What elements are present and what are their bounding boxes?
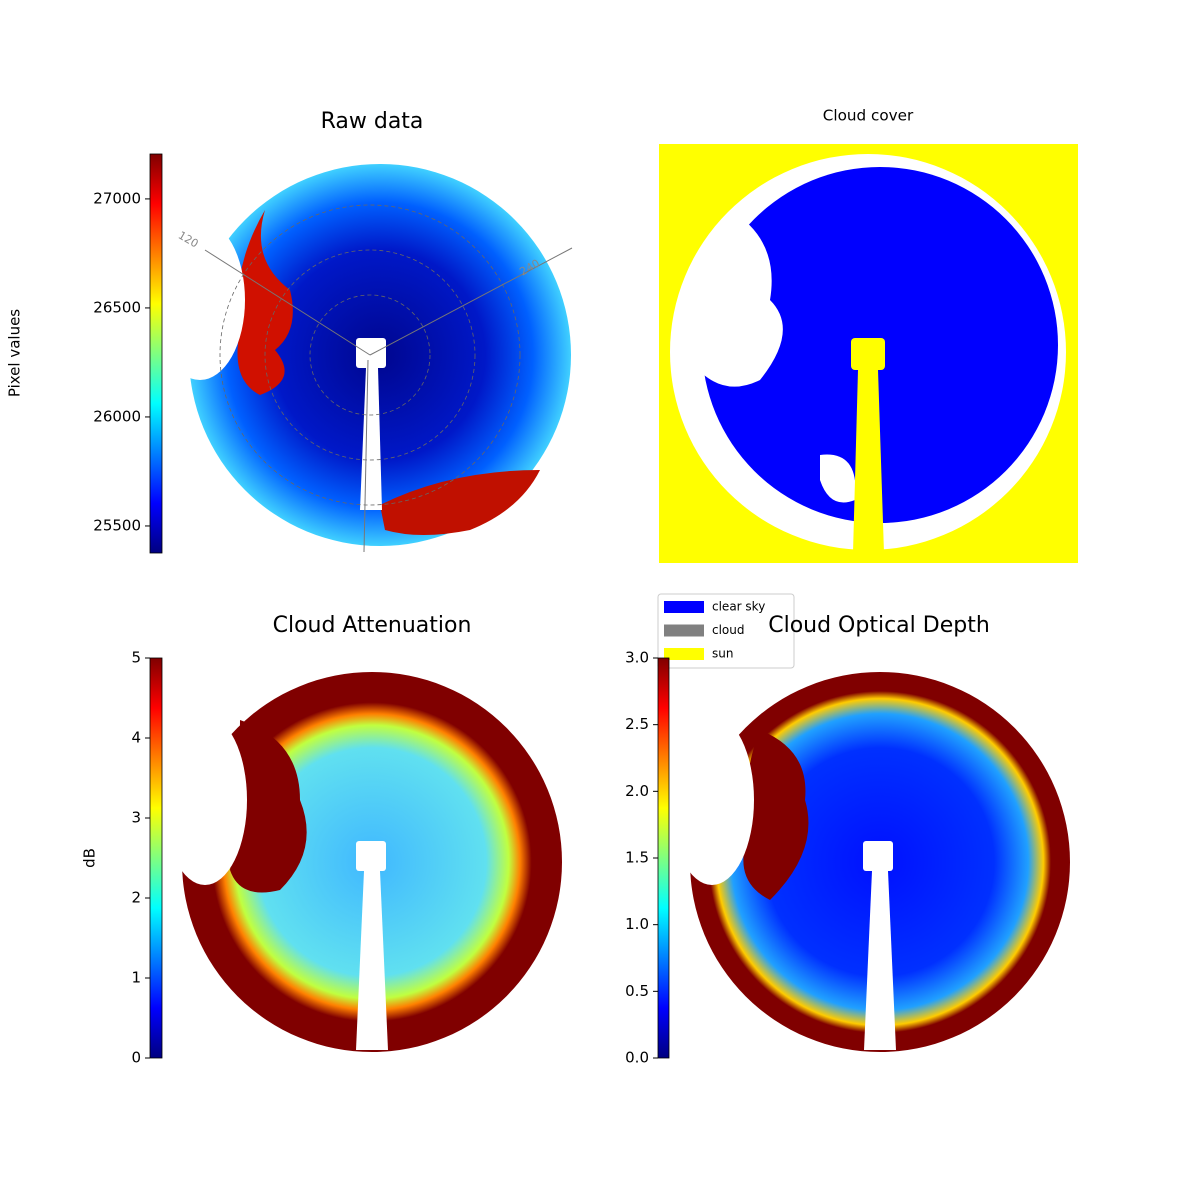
raw-sky-image <box>155 164 573 553</box>
legend-label: cloud <box>712 623 745 637</box>
colorbar <box>657 657 670 1059</box>
panel-title: Cloud cover <box>823 107 914 125</box>
colorbar-tick-label: 1 <box>131 969 141 987</box>
colorbar-tick-label: 3.0 <box>625 649 649 667</box>
panel-title: Raw data <box>321 109 424 134</box>
legend-label: sun <box>712 647 733 661</box>
legend-label: clear sky <box>712 600 765 614</box>
colorbar-tick-label: 26500 <box>93 298 141 316</box>
colorbar-label: Pixel values <box>6 309 24 397</box>
colorbar <box>149 153 163 554</box>
colorbar-tick-label: 26000 <box>93 407 141 425</box>
colorbar-tick-label: 1.5 <box>625 849 649 867</box>
legend-swatch <box>664 601 704 613</box>
legend-swatch <box>664 648 704 660</box>
legend-swatch <box>664 624 704 637</box>
colorbar-tick-label: 27000 <box>93 189 141 207</box>
colorbar-tick-label: 2.0 <box>625 782 649 800</box>
panel-title: Cloud Attenuation <box>273 613 472 638</box>
colorbar-tick-label: 0.0 <box>625 1049 649 1067</box>
colorbar-tick-label: 2.5 <box>625 715 649 733</box>
colorbar-tick-label: 1.0 <box>625 915 649 933</box>
attenuation-image <box>163 672 562 1052</box>
optical-depth-image <box>670 672 1070 1052</box>
cloud-cover-image <box>659 144 1078 563</box>
colorbar-tick-label: 5 <box>131 649 141 667</box>
panel-title: Cloud Optical Depth <box>768 613 990 638</box>
colorbar-tick-label: 0.5 <box>625 982 649 1000</box>
colorbar <box>149 657 163 1059</box>
colorbar-tick-label: 4 <box>131 729 141 747</box>
colorbar-tick-label: 2 <box>131 889 141 907</box>
colorbar-tick-label: 3 <box>131 809 141 827</box>
colorbar-tick-label: 0 <box>131 1049 141 1067</box>
colorbar-tick-label: 25500 <box>93 516 141 534</box>
colorbar-label: dB <box>81 848 99 868</box>
